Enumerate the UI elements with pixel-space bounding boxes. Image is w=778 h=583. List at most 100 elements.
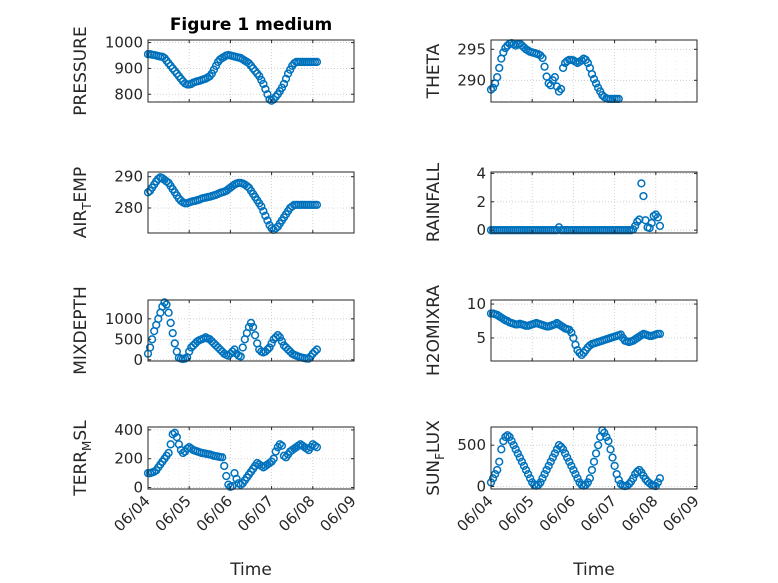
data-point [215,345,225,354]
data-point [633,217,642,226]
data-point [525,474,535,483]
data-point [499,48,508,57]
subplot-3: 280 290 AIRTEMP [71,167,355,238]
data-point [224,480,233,489]
data-point [647,218,656,228]
data-point [587,465,597,475]
data-point [554,441,564,450]
axes-box [147,39,355,103]
data-point [308,349,317,358]
data-point [250,331,260,340]
data-point [538,53,547,63]
data-point [542,465,551,475]
data-point [589,74,599,84]
data-point [589,457,599,466]
data-point [273,331,282,340]
data-point [277,337,287,346]
data-point [587,69,597,79]
data-point [238,343,247,352]
data-point [263,90,272,99]
data-point [497,445,506,454]
y-tick-label: 5 [476,329,486,347]
y-tick-label: 10 [467,295,486,313]
data-point [558,445,568,454]
y-axis-label: H2OMIXRA [424,285,444,376]
data-point [614,475,623,485]
data-point [548,453,557,462]
data-point [655,474,665,483]
axes-box [147,171,355,234]
data-point [552,82,562,91]
data-point [279,341,289,350]
y-axis-label: PRESSURE [71,26,91,115]
data-point [271,224,280,233]
data-point [583,478,592,487]
data-point [577,350,586,360]
data-point [259,79,268,89]
y-tick-label: 280 [114,199,143,217]
data-point [277,441,287,450]
data-point [246,318,256,328]
data-point [563,453,572,462]
data-point [160,298,169,307]
data-point [164,308,173,317]
data-point [228,347,237,356]
data-point [499,436,508,446]
y-tick-label: 900 [114,59,143,77]
data-point [631,221,640,231]
y-tick-label: 200 [114,450,143,468]
data-point [509,441,518,450]
data-point [645,223,654,233]
data-point [493,73,502,82]
data-point [275,333,284,342]
data-point [521,465,531,475]
data-point [261,211,270,220]
data-point [488,474,498,483]
data-point [168,329,177,338]
data-point [263,345,272,354]
data-point [540,62,549,71]
data-point [187,343,196,352]
data-point [655,221,665,231]
y-tick-label: 500 [114,330,143,348]
data-point [242,181,252,191]
data-point [550,449,560,458]
data-point [257,202,266,211]
y-tick-label: 0 [476,221,486,239]
data-point [556,84,566,94]
x-axis-label-right: Time [572,560,615,580]
axes-box [490,299,698,362]
data-point [220,461,229,471]
y-tick-label: 0 [133,351,143,369]
data-point [519,461,529,471]
data-point [261,347,270,356]
data-point [493,465,502,475]
data-series [143,173,322,235]
y-tick-label: 500 [457,436,486,454]
data-point [283,345,293,354]
data-point [571,469,580,479]
data-point [228,181,237,191]
y-tick-label: 400 [114,421,143,439]
y-axis-label: AIRTEMP [71,167,94,238]
data-point [224,351,233,360]
data-point [158,302,167,311]
data-point [259,206,268,216]
data-point [604,436,613,446]
data-point [207,337,217,346]
data-point [205,335,214,344]
data-point [248,322,258,332]
data-point [279,79,289,89]
data-point [569,465,578,475]
axes-box [490,426,698,490]
y-axis-label: RAINFALL [424,162,444,242]
data-point [170,339,179,348]
data-point [232,474,241,484]
axes-box [490,39,698,103]
data-point [185,347,194,356]
data-point [585,474,595,483]
data-point [546,457,555,466]
data-point [540,469,549,479]
data-point [271,333,280,342]
